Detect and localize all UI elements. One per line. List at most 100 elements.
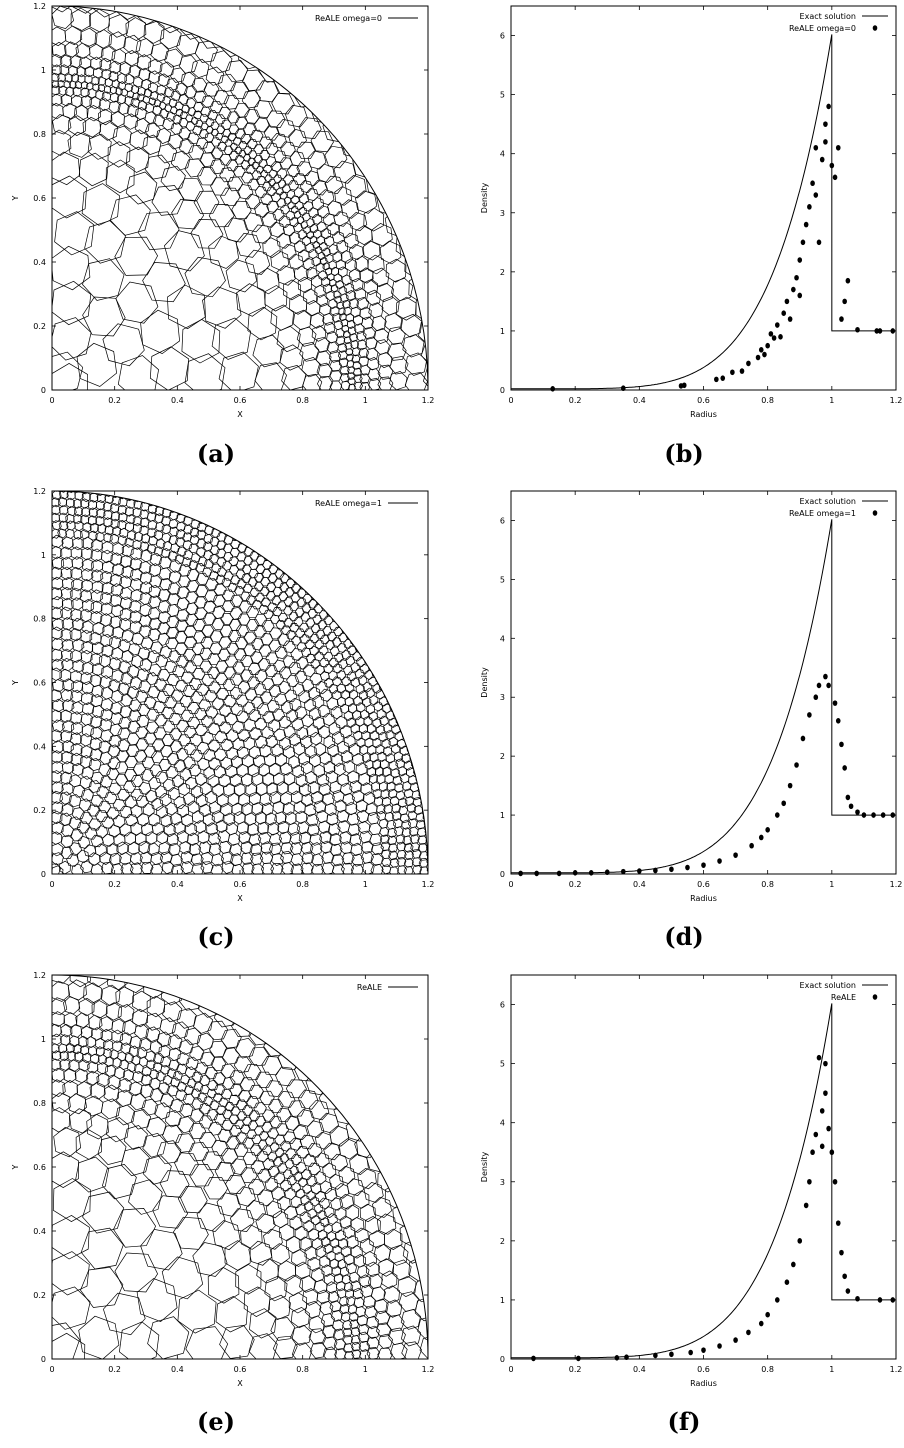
mesh-cell bbox=[334, 652, 344, 663]
mesh-cell bbox=[318, 725, 331, 739]
mesh-cell bbox=[71, 556, 84, 570]
mesh-cell bbox=[331, 753, 344, 767]
mesh-cell bbox=[81, 506, 91, 518]
mesh-cell bbox=[267, 602, 278, 613]
mesh-cell bbox=[91, 580, 104, 594]
mesh-cell bbox=[373, 796, 384, 807]
legend-label: ReALE omega=0 bbox=[789, 24, 856, 33]
mesh-cell bbox=[70, 608, 83, 622]
mesh-cell bbox=[61, 638, 74, 652]
mesh-cell bbox=[238, 525, 249, 536]
mesh-cell bbox=[339, 598, 350, 608]
y-tick-label: 1 bbox=[41, 551, 46, 560]
mesh-cell bbox=[340, 782, 353, 796]
mesh-cell bbox=[148, 584, 161, 599]
mesh-cell bbox=[285, 578, 296, 588]
mesh-cell bbox=[77, 74, 86, 84]
mesh-cell bbox=[365, 1261, 380, 1278]
mesh-cell bbox=[207, 1020, 229, 1041]
mesh-cell bbox=[345, 1204, 360, 1221]
mesh-cell bbox=[128, 1179, 163, 1215]
mesh-cell bbox=[441, 850, 450, 859]
mesh-cell bbox=[355, 631, 366, 641]
mesh-cell bbox=[240, 669, 254, 682]
mesh-cell bbox=[176, 1063, 188, 1075]
y-tick-label: 5 bbox=[500, 91, 505, 100]
mesh-cell bbox=[134, 477, 142, 487]
mesh-cell bbox=[251, 696, 265, 709]
mesh-cell bbox=[316, 362, 333, 379]
mesh-cell bbox=[177, 177, 204, 202]
mesh-cell bbox=[158, 1044, 171, 1059]
mesh-cell bbox=[409, 782, 420, 793]
mesh-cell bbox=[68, 816, 82, 830]
mesh-cell bbox=[211, 617, 225, 631]
mesh-cell bbox=[287, 201, 295, 210]
mesh-cell bbox=[216, 557, 227, 567]
mesh-cell bbox=[381, 857, 392, 868]
mesh-cell bbox=[379, 240, 402, 265]
mesh-cell bbox=[313, 1279, 328, 1295]
mesh-cell bbox=[136, 93, 145, 102]
mesh-cell bbox=[81, 640, 94, 655]
mesh-cell bbox=[170, 863, 184, 874]
data-point bbox=[842, 765, 847, 771]
mesh-cell bbox=[58, 491, 68, 493]
mesh-cell bbox=[338, 1237, 349, 1250]
data-point bbox=[787, 316, 793, 322]
data-point bbox=[871, 812, 876, 818]
mesh-cell bbox=[170, 543, 180, 554]
mesh-cell bbox=[218, 515, 228, 526]
mesh-cell bbox=[403, 857, 414, 868]
mesh-cell bbox=[52, 617, 65, 632]
mesh-cell bbox=[251, 637, 265, 651]
mesh-cell bbox=[403, 842, 414, 853]
mesh-cell bbox=[237, 184, 254, 200]
mesh-cell bbox=[268, 169, 278, 179]
mesh-cell bbox=[161, 547, 171, 559]
mesh-cell bbox=[87, 515, 98, 526]
y-tick-label: 6 bbox=[500, 32, 505, 41]
mesh-cell bbox=[59, 1050, 69, 1062]
mesh-cell bbox=[248, 560, 260, 570]
mesh-cell bbox=[196, 742, 210, 755]
mesh-cell bbox=[88, 852, 101, 866]
mesh-cell bbox=[156, 127, 171, 145]
mesh-cell bbox=[357, 675, 368, 686]
mesh-cell bbox=[156, 690, 170, 703]
mesh-cell bbox=[305, 188, 319, 201]
mesh-cell bbox=[330, 1238, 340, 1249]
mesh-cell bbox=[178, 782, 191, 796]
mesh-cell bbox=[387, 835, 398, 846]
mesh-cell bbox=[395, 790, 406, 801]
mesh-cell bbox=[185, 1056, 199, 1071]
mesh-cell bbox=[183, 499, 194, 510]
x-tick-label: 1 bbox=[829, 396, 834, 405]
mesh-cell bbox=[120, 554, 133, 569]
mesh-cell bbox=[307, 1162, 321, 1176]
mesh-cell bbox=[117, 788, 131, 802]
mesh-cell bbox=[52, 1151, 79, 1189]
mesh-cell bbox=[245, 193, 261, 210]
mesh-cell bbox=[132, 507, 142, 518]
mesh-cell bbox=[309, 312, 325, 329]
mesh-cell bbox=[228, 124, 240, 135]
mesh-cell bbox=[343, 603, 354, 614]
mesh-cell bbox=[302, 1288, 319, 1306]
mesh-cell bbox=[330, 284, 339, 293]
mesh-cell bbox=[168, 712, 182, 725]
mesh-cell bbox=[141, 478, 149, 488]
mesh-cell bbox=[229, 1070, 245, 1085]
mesh-cell bbox=[290, 1154, 302, 1166]
mesh-cell bbox=[293, 222, 303, 233]
mesh-cell bbox=[243, 736, 256, 751]
mesh-cell bbox=[315, 1245, 327, 1258]
mesh-cell bbox=[179, 1103, 194, 1118]
x-tick-label: 0.8 bbox=[296, 1365, 309, 1374]
mesh-cell bbox=[313, 229, 322, 239]
mesh-cell bbox=[235, 1037, 256, 1059]
mesh-cell bbox=[52, 475, 61, 484]
mesh-cell bbox=[309, 590, 320, 600]
x-tick-label: 0.6 bbox=[697, 396, 710, 405]
mesh-cell bbox=[161, 515, 171, 526]
